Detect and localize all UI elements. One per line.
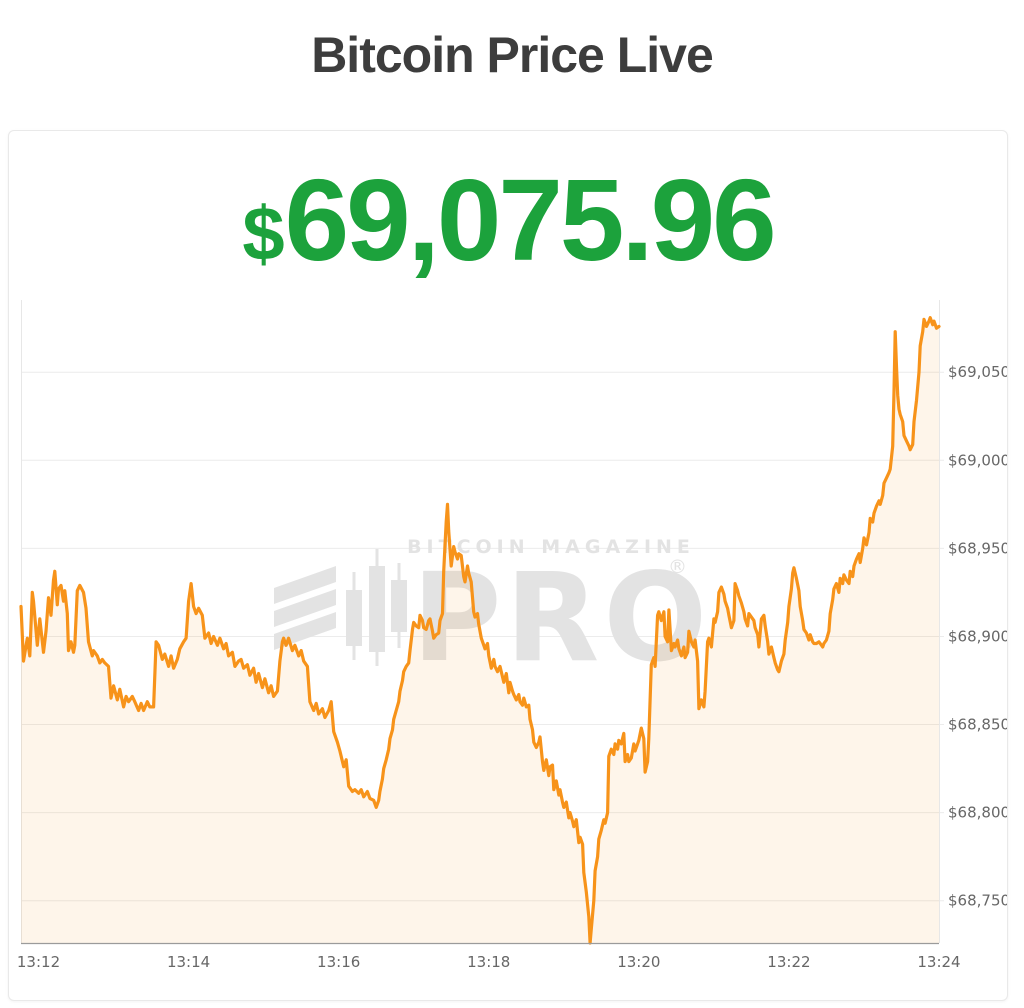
watermark-logo-icon	[274, 566, 336, 604]
price-value: 69,075.96	[284, 155, 777, 285]
x-tick-label: 13:22	[767, 953, 810, 971]
x-tick-label: 13:14	[167, 953, 210, 971]
price-line	[19, 316, 941, 945]
watermark-logo-icon	[274, 589, 336, 627]
registered-trademark-icon: ®	[668, 556, 687, 578]
price-currency-symbol: $	[242, 192, 285, 277]
watermark-brand-text: BITCOIN MAGAZINE	[407, 536, 695, 558]
x-tick-label: 13:18	[467, 953, 510, 971]
y-tick-label: $68,950	[948, 539, 1007, 557]
watermark-logo-icon	[346, 590, 362, 646]
x-tick-label: 13:12	[17, 953, 60, 971]
price-chart[interactable]: $69,050 $69,000 $68,950 $68,900 $68,850 $68,8…	[9, 131, 1007, 1000]
y-tick-label: $68,800	[948, 804, 1007, 822]
y-tick-label: $69,000	[948, 451, 1007, 469]
watermark-logo-icon	[369, 566, 385, 652]
y-tick-label: $68,750	[948, 892, 1007, 910]
watermark-logo-icon	[391, 580, 407, 632]
y-tick-label: $69,050	[948, 363, 1007, 381]
y-tick-label: $68,900	[948, 627, 1007, 645]
live-price: $69,075.96	[9, 153, 1007, 287]
price-area-fill	[21, 317, 939, 944]
x-tick-label: 13:24	[917, 953, 960, 971]
page-title: Bitcoin Price Live	[311, 27, 714, 83]
y-tick-label: $68,850	[948, 716, 1007, 734]
price-chart-card: $69,075.96 $69,050 $69,000 $68,950 $68,900 $…	[8, 130, 1008, 1001]
x-tick-label: 13:20	[617, 953, 660, 971]
x-tick-label: 13:16	[317, 953, 360, 971]
